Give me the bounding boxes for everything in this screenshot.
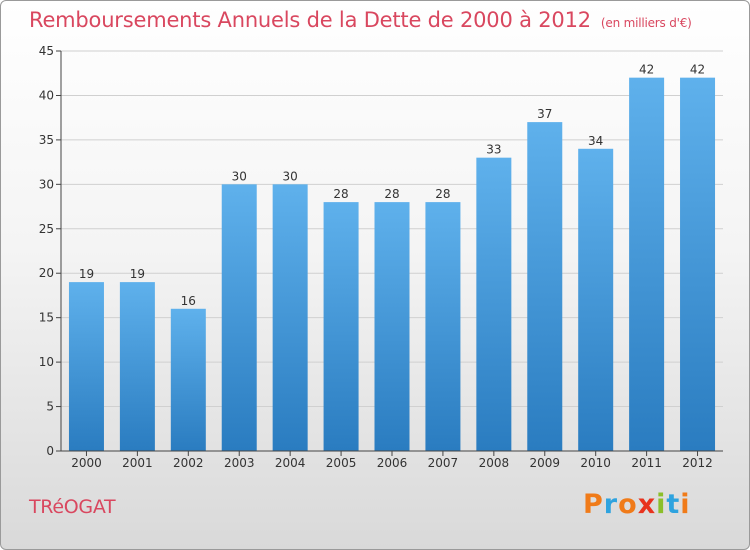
data-label: 30: [232, 169, 247, 183]
unit-note: (en milliers d'€): [600, 16, 692, 30]
y-tick-label: 35: [39, 133, 54, 147]
bar: [119, 282, 155, 451]
bar: [272, 184, 308, 452]
y-tick-label: 30: [39, 177, 54, 191]
data-label: 19: [79, 267, 94, 281]
logo-letter: i: [656, 489, 667, 520]
x-tick-label: 2004: [275, 456, 306, 470]
axes: 0 5 10 15 20 25 30 35 40 45 2000 2001 2002 2003 2004 20…: [39, 44, 723, 470]
y-tick-label: 0: [46, 444, 54, 458]
bar: [170, 308, 206, 451]
bar: [221, 184, 257, 452]
x-tick-label: 2011: [631, 456, 662, 470]
bars: 19 19 16 30 30 28 28 28 33 37 34 42 42: [68, 63, 716, 452]
data-label: 28: [384, 187, 399, 201]
bar: [527, 122, 563, 451]
data-label: 42: [690, 63, 705, 77]
logo-letter: P: [583, 489, 604, 520]
x-tick-label: 2007: [428, 456, 459, 470]
y-tick-label: 5: [46, 400, 54, 414]
proxiti-logo[interactable]: Proxiti: [583, 489, 691, 520]
x-tick-label: 2000: [71, 456, 102, 470]
x-tick-label: 2009: [529, 456, 560, 470]
data-label: 33: [486, 143, 501, 157]
bar: [68, 282, 104, 451]
y-tick-label: 25: [39, 222, 54, 236]
bar: [374, 202, 410, 451]
y-tick-label: 10: [39, 355, 54, 369]
bar: [680, 77, 716, 452]
y-tick-label: 15: [39, 311, 54, 325]
data-label: 28: [333, 187, 348, 201]
logo-letter: t: [666, 489, 681, 520]
data-label: 19: [130, 267, 145, 281]
bar: [425, 202, 461, 451]
data-label: 37: [537, 107, 552, 121]
x-tick-label: 2012: [682, 456, 713, 470]
bar: [578, 148, 614, 451]
x-tick-label: 2003: [224, 456, 255, 470]
logo-letter: r: [603, 489, 619, 520]
x-tick-label: 2005: [326, 456, 357, 470]
chart-title-text: Remboursements Annuels de la Dette de 20…: [29, 8, 591, 32]
y-tick-label: 45: [39, 44, 54, 58]
x-tick-label: 2008: [479, 456, 510, 470]
x-tick-label: 2002: [173, 456, 204, 470]
data-label: 34: [588, 134, 603, 148]
y-tick-label: 20: [39, 266, 54, 280]
logo-letter: o: [618, 489, 638, 520]
bar: [629, 77, 665, 452]
data-label: 42: [639, 63, 654, 77]
bar: [476, 157, 512, 451]
chart-title: Remboursements Annuels de la Dette de 20…: [29, 8, 692, 32]
x-tick-label: 2006: [377, 456, 408, 470]
commune-name: TRéOGAT: [29, 496, 116, 518]
data-label: 16: [181, 294, 196, 308]
data-label: 28: [435, 187, 450, 201]
bar: [323, 202, 359, 451]
data-label: 30: [283, 169, 298, 183]
logo-letter: x: [637, 489, 657, 520]
logo-letter: i: [680, 489, 691, 520]
x-tick-label: 2010: [580, 456, 611, 470]
y-tick-label: 40: [39, 88, 54, 102]
x-tick-label: 2001: [122, 456, 153, 470]
